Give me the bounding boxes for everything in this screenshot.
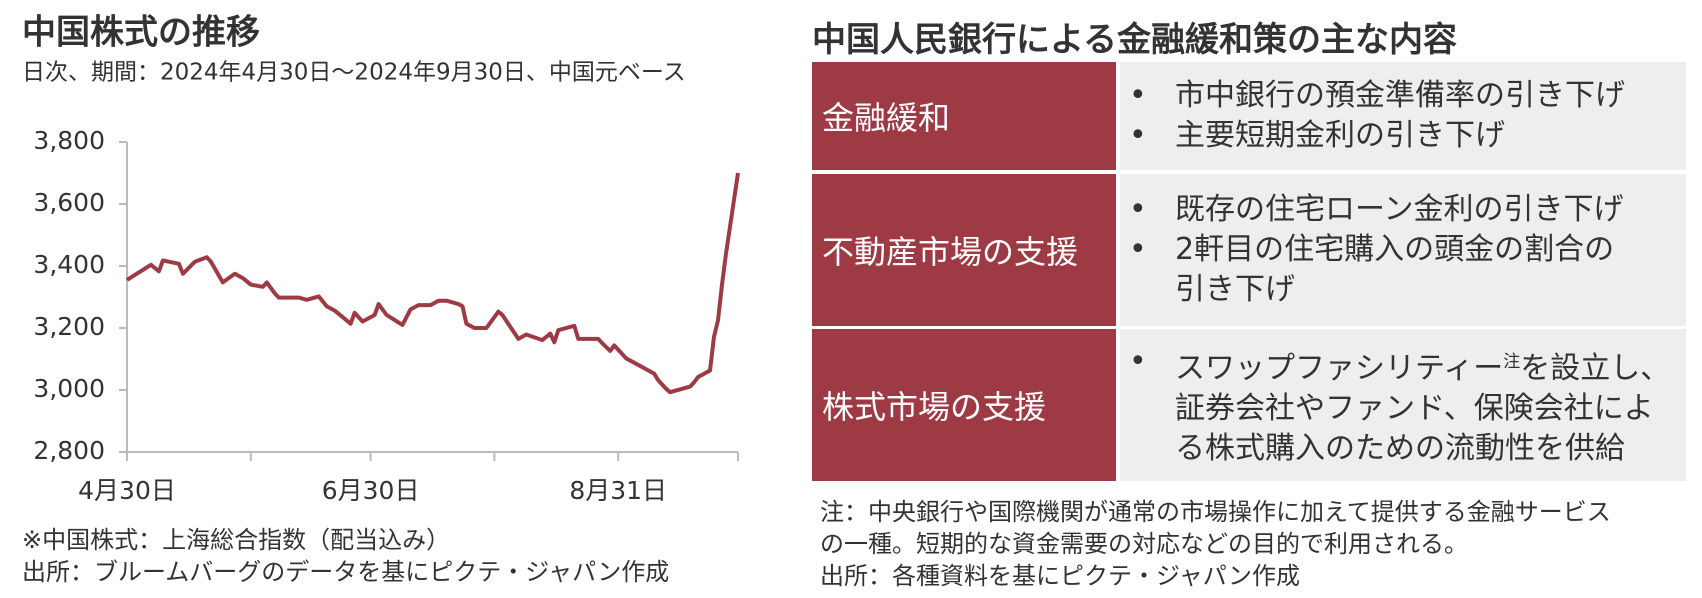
row-body: • 既存の住宅ローン金利の引き下げ • 2軒目の住宅購入の頭金の割合の 引き下げ: [1120, 174, 1686, 326]
note-mark: 注: [1503, 351, 1521, 372]
item-line: 市中銀行の預金準備率の引き下げ: [1175, 76, 1686, 116]
bullet: •: [1129, 232, 1147, 267]
item-text: 主要短期金利の引き下げ: [1175, 118, 1505, 153]
row-label: 不動産市場の支援: [812, 174, 1116, 326]
row-body: • スワップファシリティー注を設立し、 証券会社やファンド、保険会社によ る株式購入の…: [1120, 329, 1686, 481]
y-tick-label: 3,800: [33, 126, 105, 155]
y-tick-label: 3,000: [33, 374, 105, 403]
footnote: 出所：ブルームバーグのデータを基にピクテ・ジャパン作成: [22, 558, 669, 586]
item-line: 主要短期金利の引き下げ: [1175, 116, 1686, 156]
y-tick-label: 3,600: [33, 188, 105, 217]
y-tick-label: 3,400: [33, 250, 105, 279]
y-tick-label: 3,200: [33, 312, 105, 341]
bullet: •: [1129, 343, 1147, 379]
item-text: 2軒目の住宅購入の頭金の割合の: [1175, 232, 1615, 267]
x-tick-label: 4月30日: [78, 476, 176, 505]
chart-subtitle: 日次、期間：2024年4月30日～2024年9月30日、中国元ベース: [22, 60, 686, 86]
item-text: 市中銀行の預金準備率の引き下げ: [1175, 78, 1625, 113]
x-tick-label: 8月31日: [569, 476, 667, 505]
bullet: •: [1129, 192, 1147, 227]
item-line: 既存の住宅ローン金利の引き下げ: [1175, 190, 1686, 230]
bullet-item: • 既存の住宅ローン金利の引き下げ: [1120, 190, 1686, 230]
table-title: 中国人民銀行による金融緩和策の主な内容: [812, 20, 1457, 60]
bullet-item: • 2軒目の住宅購入の頭金の割合の 引き下げ: [1120, 230, 1686, 310]
item-text: スワップファシリティー: [1175, 350, 1504, 386]
line: [125, 172, 740, 395]
item-text: を設立し、: [1520, 350, 1671, 386]
bullet: •: [1129, 118, 1147, 153]
item-text: る株式購入のための流動性を供給: [1175, 430, 1625, 466]
chart: 中国株式の推移 日次、期間：2024年4月30日～2024年9月30日、中国元ベ…: [22, 13, 740, 586]
table-note: 注：中央銀行や国際機関が通常の市場操作に加えて提供する金融サービス: [820, 498, 1611, 526]
bullet: •: [1129, 78, 1147, 113]
row-label: 金融緩和: [812, 62, 1116, 170]
footnote: ※中国株式：上海総合指数（配当込み）: [22, 526, 450, 554]
item-line: 証券会社やファンド、保険会社によ: [1175, 389, 1686, 429]
bullet-item: • 主要短期金利の引き下げ: [1120, 116, 1686, 156]
bullet-item: • 市中銀行の預金準備率の引き下げ: [1120, 76, 1686, 116]
item-line: スワップファシリティー注を設立し、: [1175, 342, 1686, 389]
item-text: 証券会社やファンド、保険会社によ: [1175, 390, 1654, 426]
item-text: 既存の住宅ローン金利の引き下げ: [1175, 192, 1624, 227]
row-body: • 市中銀行の預金準備率の引き下げ • 主要短期金利の引き下げ: [1120, 62, 1686, 170]
item-text: 引き下げ: [1175, 272, 1295, 307]
row-label: 株式市場の支援: [812, 329, 1116, 481]
y-tick-label: 2,800: [33, 436, 105, 465]
table-note: 出所：各種資料を基にピクテ・ジャパン作成: [820, 562, 1300, 590]
x-tick-label: 6月30日: [322, 476, 420, 505]
item-line: る株式購入のための流動性を供給: [1175, 429, 1686, 469]
item-line: 2軒目の住宅購入の頭金の割合の: [1175, 230, 1686, 270]
bullet-item: • スワップファシリティー注を設立し、 証券会社やファンド、保険会社によ る株式購入の…: [1120, 342, 1686, 469]
item-line: 引き下げ: [1175, 270, 1686, 310]
table-note: の一種。短期的な資金需要の対応などの目的で利用される。: [820, 530, 1468, 558]
chart-title: 中国株式の推移: [22, 13, 260, 53]
